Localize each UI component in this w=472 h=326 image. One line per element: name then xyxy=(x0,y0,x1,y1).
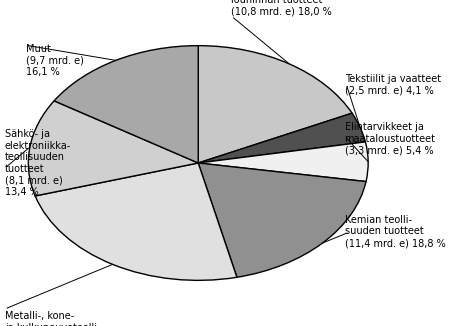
Wedge shape xyxy=(28,101,198,196)
Text: Elintarvikkeet ja
maataloustuotteet
(3,3 mrd. e) 5,4 %: Elintarvikkeet ja maataloustuotteet (3,3… xyxy=(345,122,436,155)
Text: Muut
(9,7 mrd. e)
16,1 %: Muut (9,7 mrd. e) 16,1 % xyxy=(26,44,84,77)
Wedge shape xyxy=(35,163,237,280)
Text: Sähkö- ja
elektroniikka-
teollisuuden
tuotteet
(8,1 mrd. e)
13,4 %: Sähkö- ja elektroniikka- teollisuuden tu… xyxy=(5,129,71,197)
Wedge shape xyxy=(198,113,365,163)
Text: Tekstiilit ja vaatteet
(2,5 mrd. e) 4,1 %: Tekstiilit ja vaatteet (2,5 mrd. e) 4,1 … xyxy=(345,74,441,96)
Text: Kemian teolli-
suuden tuotteet
(11,4 mrd. e) 18,8 %: Kemian teolli- suuden tuotteet (11,4 mrd… xyxy=(345,215,445,248)
Wedge shape xyxy=(198,142,368,182)
Wedge shape xyxy=(198,163,366,277)
Wedge shape xyxy=(54,46,198,163)
Text: Metalli-, kone-
ja kulkuneuvoteolli-
suuden tuotteet
(14,5 mrd. e) 24,1 %: Metalli-, kone- ja kulkuneuvoteolli- suu… xyxy=(5,311,106,326)
Text: Kaivostoiminnan ja
louhinnan tuotteet
(10,8 mrd. e) 18,0 %: Kaivostoiminnan ja louhinnan tuotteet (1… xyxy=(231,0,332,16)
Wedge shape xyxy=(198,46,352,163)
